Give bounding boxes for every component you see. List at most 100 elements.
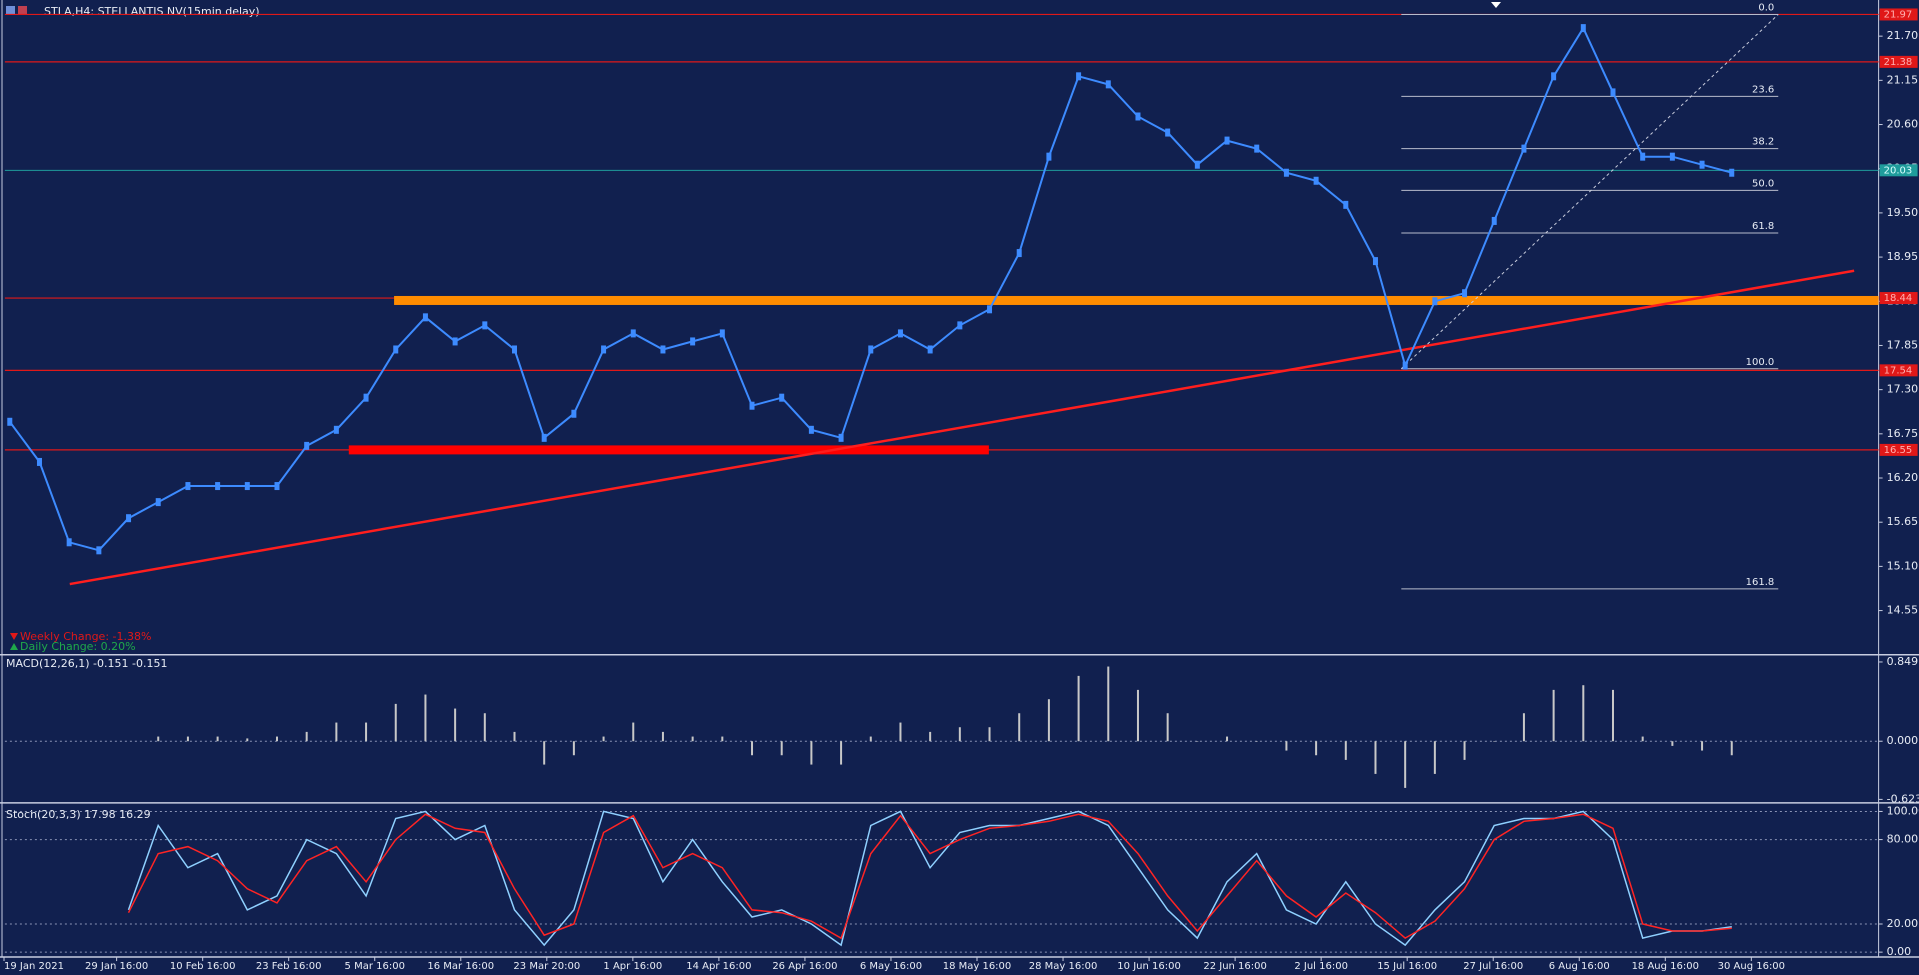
price-point <box>1640 152 1646 161</box>
price-point <box>868 345 874 354</box>
y-tick-label: 21.70 <box>1887 29 1919 42</box>
price-point <box>1521 144 1527 153</box>
price-point <box>363 393 369 402</box>
y-tick-label: 17.85 <box>1887 338 1919 351</box>
macd-bar <box>1374 741 1377 774</box>
x-tick-label: 2 Jul 16:00 <box>1294 961 1348 972</box>
x-tick-label: 1 Apr 16:00 <box>603 961 662 972</box>
x-tick-label: 10 Feb 16:00 <box>170 961 236 972</box>
price-point <box>1551 72 1557 81</box>
macd-bar <box>483 713 486 742</box>
macd-bar <box>1582 685 1585 742</box>
price-point <box>838 433 844 442</box>
macd-bar <box>186 736 189 742</box>
x-tick-label: 29 Jan 16:00 <box>85 961 148 972</box>
price-point <box>1729 168 1735 177</box>
macd-bar <box>721 736 724 742</box>
y-tick-label: 15.10 <box>1887 559 1919 572</box>
fib-label: 23.6 <box>1752 84 1774 95</box>
price-point <box>1254 144 1260 153</box>
macd-bar <box>751 741 754 756</box>
level-box <box>1879 55 1918 68</box>
level-label: 18.44 <box>1884 293 1913 304</box>
macd-bar <box>840 741 843 765</box>
price-point <box>1313 176 1319 185</box>
price-point <box>1224 136 1230 145</box>
price-point <box>274 482 280 491</box>
macd-bar <box>1701 741 1704 751</box>
zone <box>348 445 989 455</box>
icon <box>6 6 15 15</box>
price-point <box>1699 160 1705 169</box>
price-point <box>719 329 725 338</box>
macd-bar <box>1255 741 1258 742</box>
y-tick-label: 0.00 <box>1887 945 1912 958</box>
price-point <box>155 498 161 507</box>
y-tick-label: -0.623 <box>1887 792 1919 805</box>
y-tick-label: 20.00 <box>1887 917 1919 930</box>
macd-bar <box>602 736 605 742</box>
price-point <box>957 321 963 330</box>
macd-bar <box>810 741 813 765</box>
macd-bar <box>454 708 457 742</box>
macd-bar <box>157 736 160 742</box>
x-tick-label: 22 Jun 16:00 <box>1203 961 1267 972</box>
macd-bar <box>632 722 635 742</box>
macd-bar <box>572 741 575 756</box>
y-tick-label: 21.15 <box>1887 73 1919 86</box>
macd-bar <box>1552 689 1555 742</box>
macd-bar <box>1166 713 1169 742</box>
price-point <box>1076 72 1082 81</box>
macd-bar <box>1730 741 1733 756</box>
trendline <box>69 269 1855 586</box>
x-tick-label: 18 Aug 16:00 <box>1632 961 1699 972</box>
macd-bar <box>335 722 338 742</box>
zone <box>394 295 1879 305</box>
price-point <box>927 345 933 354</box>
macd-bar <box>1463 741 1466 760</box>
price-point <box>66 538 72 547</box>
price-point <box>244 482 250 491</box>
weekly-change: Weekly Change: -1.38% <box>20 630 151 643</box>
price-point <box>1165 128 1171 137</box>
y-tick-label: 16.20 <box>1887 471 1919 484</box>
y-tick-label: 18.95 <box>1887 250 1919 263</box>
y-tick-label: 16.75 <box>1887 427 1919 440</box>
price-point <box>1135 112 1141 121</box>
fib-label: 100.0 <box>1746 357 1775 368</box>
price-point <box>1462 289 1468 298</box>
level-label: 17.54 <box>1884 365 1913 376</box>
price-point <box>630 329 636 338</box>
fib-label: 38.2 <box>1752 137 1774 148</box>
fib-label: 61.8 <box>1752 221 1774 232</box>
price-point <box>1372 257 1378 266</box>
y-tick-label: 19.50 <box>1887 206 1919 219</box>
y-tick-label: 0.000 <box>1887 734 1919 747</box>
macd-bar <box>1196 741 1199 742</box>
fib-diagonal <box>1400 14 1779 370</box>
down-arrow <box>10 633 18 640</box>
current-price-label: 20.03 <box>1884 165 1913 176</box>
macd-bar <box>513 731 516 742</box>
x-tick-label: 28 May 16:00 <box>1029 961 1098 972</box>
price-point <box>1580 24 1586 33</box>
price-point <box>96 546 102 555</box>
price-point <box>185 482 191 491</box>
macd-bar <box>1047 699 1050 742</box>
marker <box>1491 2 1501 8</box>
macd-bar <box>661 731 664 742</box>
macd-bar <box>1433 741 1436 774</box>
macd-title: MACD(12,26,1) -0.151 -0.151 <box>6 657 167 670</box>
price-point <box>1283 168 1289 177</box>
price-point <box>215 482 221 491</box>
macd-bar <box>988 727 991 742</box>
level-box <box>1879 8 1918 21</box>
price-point <box>1343 200 1349 209</box>
x-tick-label: 6 May 16:00 <box>860 961 922 972</box>
price-point <box>897 329 903 338</box>
price-point <box>393 345 399 354</box>
y-tick-label: 20.60 <box>1887 118 1919 131</box>
stoch-line <box>127 813 1732 940</box>
x-tick-label: 27 Jul 16:00 <box>1463 961 1523 972</box>
